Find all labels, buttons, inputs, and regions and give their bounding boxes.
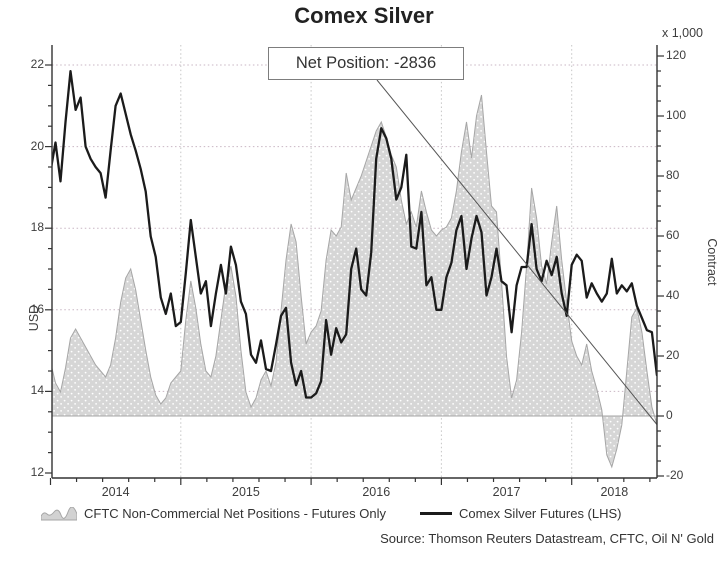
right-axis-multiplier: x 1,000 — [662, 26, 704, 40]
legend-item-net-positions: CFTC Non-Commercial Net Positions - Futu… — [41, 506, 386, 521]
line-series — [52, 69, 657, 399]
source-note: Source: Thomson Reuters Datastream, CFTC… — [380, 531, 714, 546]
legend-label-silver-futures: Comex Silver Futures (LHS) — [458, 506, 622, 521]
legend: CFTC Non-Commercial Net Positions - Futu… — [41, 506, 622, 521]
line-swatch-icon — [419, 512, 452, 515]
legend-label-net-positions: CFTC Non-Commercial Net Positions - Futu… — [84, 506, 386, 521]
area-swatch-icon — [41, 506, 77, 520]
annotation-text: Net Position: -2836 — [295, 54, 437, 72]
legend-item-silver-futures: Comex Silver Futures (LHS) — [419, 506, 622, 521]
right-axis-title: Contract — [705, 238, 719, 286]
annotation-leader-line — [376, 79, 658, 425]
annotation-box: Net Position: -2836 — [268, 47, 464, 80]
area-series — [52, 94, 657, 469]
chart-title: Comex Silver — [294, 3, 434, 28]
